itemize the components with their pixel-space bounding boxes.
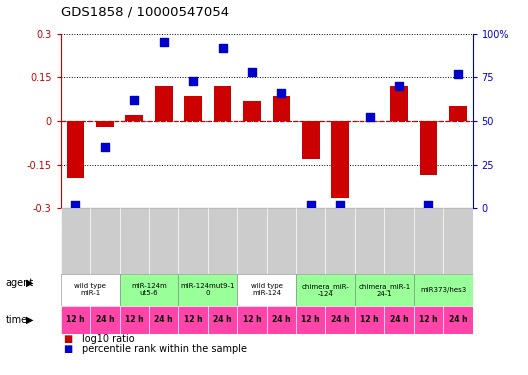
Bar (355, 274, 414, 306)
Point (248, 69, 256, 75)
Bar (443, 208, 473, 274)
Bar (414, 306, 443, 334)
Point (307, 202, 315, 208)
Bar (355, 208, 384, 274)
Point (218, 45, 227, 51)
Point (424, 202, 432, 208)
Bar (414, 274, 473, 306)
Text: 24 h: 24 h (331, 315, 350, 324)
Point (189, 78, 197, 84)
Text: 12 h: 12 h (419, 315, 438, 324)
Bar (384, 306, 414, 334)
Point (159, 39, 168, 45)
Bar (302, 121, 319, 159)
Text: 24 h: 24 h (449, 315, 467, 324)
Text: miR-124mut9-1
0: miR-124mut9-1 0 (181, 283, 235, 296)
Text: chimera_miR-
-124: chimera_miR- -124 (301, 283, 350, 297)
Text: miR373/hes3: miR373/hes3 (420, 286, 466, 292)
Point (365, 114, 374, 120)
Text: 24 h: 24 h (390, 315, 408, 324)
Bar (184, 96, 202, 121)
Point (454, 71, 462, 77)
Bar (208, 306, 237, 334)
Bar (272, 96, 290, 121)
Bar (414, 208, 443, 274)
Point (71, 202, 80, 208)
Bar (296, 208, 325, 274)
Text: 12 h: 12 h (243, 315, 261, 324)
Text: wild type
miR-1: wild type miR-1 (74, 283, 106, 296)
Text: 12 h: 12 h (125, 315, 144, 324)
Text: 12 h: 12 h (184, 315, 202, 324)
Text: 12 h: 12 h (360, 315, 379, 324)
Text: ▶: ▶ (26, 278, 34, 288)
Text: ■: ■ (63, 344, 73, 354)
Bar (355, 306, 384, 334)
Bar (67, 121, 84, 178)
Point (101, 144, 109, 150)
Bar (267, 208, 296, 274)
Bar (267, 306, 296, 334)
Bar (237, 208, 267, 274)
Text: log10 ratio: log10 ratio (82, 334, 135, 344)
Text: 12 h: 12 h (301, 315, 320, 324)
Text: 12 h: 12 h (66, 315, 84, 324)
Bar (325, 306, 355, 334)
Text: ■: ■ (63, 334, 73, 344)
Bar (237, 274, 296, 306)
Bar (390, 86, 408, 121)
Text: time: time (5, 315, 27, 325)
Text: wild type
miR-124: wild type miR-124 (251, 283, 282, 296)
Text: agent: agent (5, 278, 34, 288)
Bar (296, 274, 355, 306)
Bar (296, 306, 325, 334)
Text: GDS1858 / 10000547054: GDS1858 / 10000547054 (61, 6, 229, 19)
Bar (96, 121, 114, 127)
Text: 24 h: 24 h (213, 315, 232, 324)
Point (336, 202, 344, 208)
Bar (443, 306, 473, 334)
Text: 24 h: 24 h (154, 315, 173, 324)
Bar (178, 208, 208, 274)
Bar (149, 306, 178, 334)
Bar (178, 306, 208, 334)
Bar (90, 306, 119, 334)
Bar (208, 208, 237, 274)
Bar (61, 208, 90, 274)
Text: percentile rank within the sample: percentile rank within the sample (82, 344, 247, 354)
Bar (126, 115, 143, 121)
Bar (119, 208, 149, 274)
Bar (119, 274, 178, 306)
Point (395, 83, 403, 89)
Bar (119, 306, 149, 334)
Bar (214, 86, 231, 121)
Bar (384, 208, 414, 274)
Point (130, 97, 138, 103)
Text: 24 h: 24 h (96, 315, 114, 324)
Point (277, 90, 286, 96)
Text: 24 h: 24 h (272, 315, 290, 324)
Bar (325, 208, 355, 274)
Text: chimera_miR-1
24-1: chimera_miR-1 24-1 (358, 283, 410, 297)
Bar (149, 208, 178, 274)
Bar (420, 121, 437, 175)
Bar (332, 121, 349, 198)
Text: ▶: ▶ (26, 315, 34, 325)
Bar (90, 208, 119, 274)
Bar (178, 274, 237, 306)
Bar (155, 86, 173, 121)
Bar (61, 274, 119, 306)
Bar (61, 306, 90, 334)
Bar (449, 106, 467, 121)
Bar (237, 306, 267, 334)
Text: miR-124m
ut5-6: miR-124m ut5-6 (131, 283, 167, 296)
Bar (243, 100, 261, 121)
